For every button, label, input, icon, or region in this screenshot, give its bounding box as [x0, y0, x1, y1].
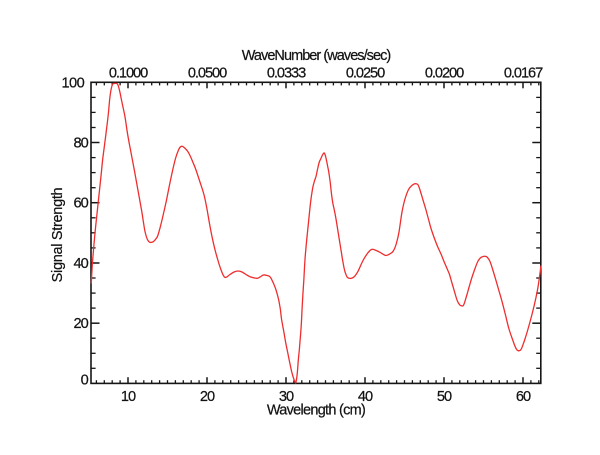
svg-text:0: 0 — [81, 372, 89, 388]
svg-text:0.0333: 0.0333 — [267, 65, 306, 81]
svg-text:0.0500: 0.0500 — [188, 65, 227, 81]
svg-text:0.0167: 0.0167 — [504, 65, 543, 81]
svg-text:30: 30 — [279, 389, 294, 405]
svg-text:0.0250: 0.0250 — [346, 65, 385, 81]
svg-text:100: 100 — [61, 75, 84, 91]
svg-text:40: 40 — [74, 256, 89, 272]
svg-text:20: 20 — [74, 316, 89, 332]
svg-text:WaveNumber (waves/sec): WaveNumber (waves/sec) — [242, 48, 391, 64]
svg-text:80: 80 — [74, 136, 89, 152]
svg-text:10: 10 — [121, 389, 136, 405]
svg-text:50: 50 — [437, 389, 452, 405]
svg-text:60: 60 — [74, 196, 89, 212]
svg-text:60: 60 — [516, 389, 531, 405]
svg-text:40: 40 — [358, 389, 373, 405]
svg-text:0.0200: 0.0200 — [425, 65, 464, 81]
svg-text:0.1000: 0.1000 — [109, 65, 148, 81]
svg-text:Signal Strength: Signal Strength — [50, 187, 66, 282]
svg-text:20: 20 — [200, 389, 215, 405]
svg-text:Wavelength (cm): Wavelength (cm) — [267, 403, 365, 419]
